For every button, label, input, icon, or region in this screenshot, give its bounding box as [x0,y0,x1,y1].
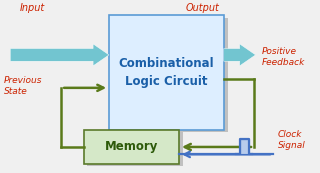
FancyBboxPatch shape [109,15,224,130]
Bar [240,139,249,154]
Polygon shape [10,44,109,66]
Text: Memory: Memory [105,140,158,153]
Text: Previous
State: Previous State [4,76,42,96]
Polygon shape [224,44,256,66]
FancyBboxPatch shape [114,17,228,133]
Text: Combinational
Logic Circuit: Combinational Logic Circuit [118,57,214,88]
FancyBboxPatch shape [87,132,183,166]
FancyBboxPatch shape [84,130,179,164]
Text: Positive
Feedback: Positive Feedback [262,47,305,67]
Text: Input: Input [20,3,45,13]
Text: Output: Output [186,3,220,13]
Text: Clock
Signal: Clock Signal [278,130,306,150]
